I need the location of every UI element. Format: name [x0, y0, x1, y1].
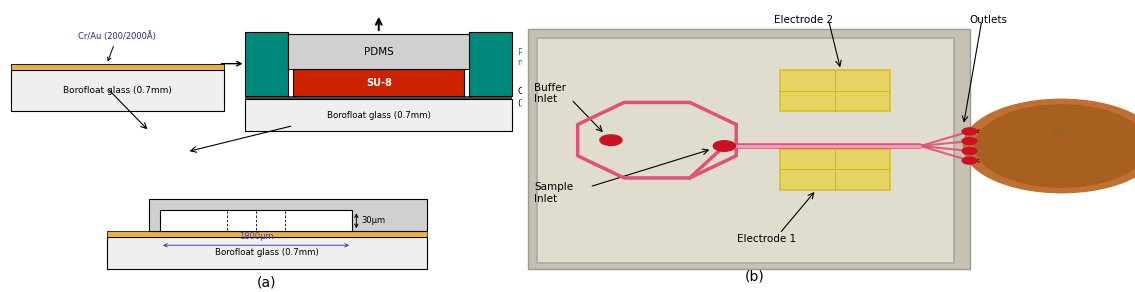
Text: 1800μm: 1800μm: [238, 232, 274, 241]
Circle shape: [713, 141, 735, 151]
Bar: [10, 70, 224, 111]
Text: Borofloat glass (0.7mm): Borofloat glass (0.7mm): [62, 86, 171, 95]
Bar: [288, 34, 470, 69]
Text: (a): (a): [257, 275, 277, 289]
Bar: [780, 149, 890, 190]
Text: Polymer
mold: Polymer mold: [518, 48, 552, 67]
Circle shape: [962, 128, 977, 135]
Bar: [538, 38, 955, 263]
Circle shape: [600, 135, 622, 145]
Bar: [107, 237, 427, 269]
Bar: [245, 99, 512, 131]
Text: 4: 4: [982, 126, 987, 136]
Text: SU-8: SU-8: [365, 78, 392, 88]
Circle shape: [962, 138, 977, 145]
Text: Sample
Inlet: Sample Inlet: [535, 182, 573, 204]
Text: Cr
(1000Å): Cr (1000Å): [518, 87, 550, 108]
Bar: [245, 96, 512, 99]
Text: 3: 3: [982, 136, 987, 146]
Text: LIBERTY: LIBERTY: [1051, 129, 1073, 134]
Text: 2: 2: [982, 146, 989, 156]
Bar: [10, 64, 224, 70]
Text: Electrode 1: Electrode 1: [737, 234, 796, 244]
Text: PDMS: PDMS: [364, 47, 394, 57]
Bar: [780, 70, 890, 111]
Text: Buffer
Inlet: Buffer Inlet: [535, 83, 566, 104]
Text: Electrode 2: Electrode 2: [774, 15, 833, 25]
Bar: [245, 32, 288, 96]
Bar: [107, 231, 427, 237]
Bar: [528, 29, 969, 269]
Text: (b): (b): [745, 269, 765, 283]
Bar: [160, 210, 352, 231]
Bar: [293, 69, 464, 96]
Bar: [107, 231, 427, 237]
Bar: [10, 64, 224, 70]
Bar: [150, 199, 427, 231]
Text: Cr/Au (200/2000Å): Cr/Au (200/2000Å): [78, 31, 157, 61]
Circle shape: [964, 99, 1135, 193]
Circle shape: [962, 147, 977, 154]
Text: Outlets: Outlets: [969, 15, 1007, 25]
Text: 1: 1: [982, 156, 987, 166]
Circle shape: [975, 105, 1135, 187]
Text: 30μm: 30μm: [362, 216, 386, 225]
Text: Borofloat glass (0.7mm): Borofloat glass (0.7mm): [215, 248, 319, 257]
Text: Borofloat glass (0.7mm): Borofloat glass (0.7mm): [327, 111, 430, 120]
Circle shape: [962, 157, 977, 164]
Bar: [470, 32, 512, 96]
